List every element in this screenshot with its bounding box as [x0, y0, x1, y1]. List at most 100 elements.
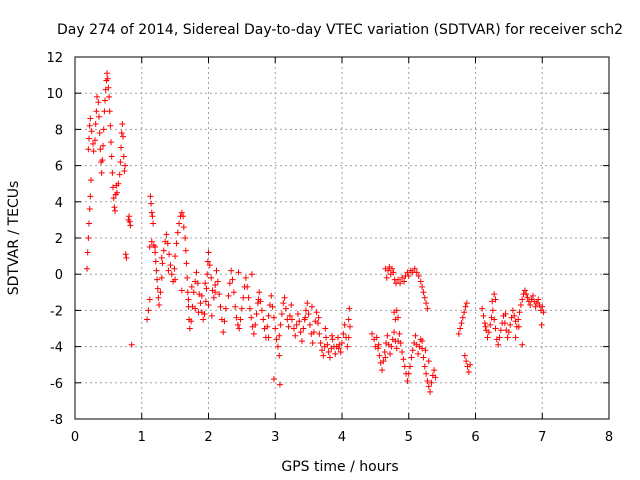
data-point: [236, 325, 243, 332]
data-point: [459, 314, 466, 321]
data-point: [164, 240, 171, 247]
data-point: [202, 298, 209, 305]
data-point: [270, 376, 277, 383]
data-point: [121, 168, 128, 175]
data-point: [115, 180, 122, 187]
data-point: [192, 305, 199, 312]
data-point: [108, 153, 115, 160]
data-point: [339, 339, 345, 346]
data-point: [415, 350, 422, 357]
data-point: [90, 148, 97, 155]
data-point: [190, 289, 197, 296]
data-point: [95, 99, 102, 106]
data-point: [519, 296, 526, 303]
data-point: [84, 249, 91, 256]
data-point: [245, 294, 252, 301]
data-point: [200, 316, 207, 323]
x-tick-label: 6: [471, 430, 479, 445]
data-point: [229, 276, 236, 283]
data-point: [504, 334, 511, 341]
data-point: [182, 235, 189, 241]
y-tick-label: -4: [50, 341, 63, 356]
data-point: [268, 292, 275, 299]
data-point: [507, 321, 514, 328]
data-point: [86, 220, 93, 227]
data-point: [107, 122, 114, 129]
data-point: [300, 325, 307, 332]
data-point: [306, 321, 313, 328]
data-point: [326, 354, 333, 361]
data-point: [90, 140, 97, 147]
data-point: [401, 278, 408, 285]
data-point: [93, 108, 100, 115]
data-point: [376, 352, 383, 359]
data-point: [324, 341, 331, 348]
data-point: [274, 343, 281, 350]
data-point: [527, 301, 534, 308]
data-point: [276, 381, 283, 388]
data-point: [226, 280, 233, 287]
data-point: [252, 321, 259, 328]
data-point: [101, 108, 108, 115]
data-point: [87, 115, 94, 122]
data-point: [380, 358, 387, 365]
data-point: [202, 280, 209, 287]
data-point: [150, 220, 157, 227]
y-tick-label: 0: [55, 268, 63, 283]
data-point: [188, 283, 195, 290]
data-point: [260, 316, 267, 323]
data-point: [316, 330, 323, 337]
data-point: [286, 312, 293, 319]
data-point: [158, 254, 165, 261]
x-tick-label: 2: [204, 430, 212, 445]
data-point: [120, 133, 127, 140]
data-point: [461, 309, 468, 316]
data-point: [346, 305, 353, 312]
data-point: [423, 300, 430, 307]
data-point: [419, 338, 426, 345]
data-point: [345, 316, 352, 323]
data-point: [212, 289, 219, 296]
data-point: [194, 280, 201, 287]
data-point: [188, 318, 195, 325]
data-point: [174, 229, 181, 236]
data-point: [203, 285, 210, 292]
data-point: [428, 379, 435, 386]
data-point: [88, 177, 95, 184]
data-point: [148, 200, 155, 207]
data-point: [389, 265, 396, 272]
data-point: [96, 130, 103, 137]
data-point: [168, 271, 175, 278]
data-point: [290, 325, 297, 332]
data-point: [105, 84, 112, 91]
data-point: [205, 249, 212, 256]
data-point: [463, 358, 470, 365]
data-point: [160, 247, 167, 254]
data-point: [281, 294, 288, 301]
data-point: [305, 311, 312, 318]
data-point: [318, 347, 325, 354]
data-point: [404, 269, 411, 276]
data-point: [180, 224, 187, 231]
y-tick-label: 4: [55, 196, 63, 211]
x-tick-label: 1: [138, 430, 146, 445]
data-point: [180, 213, 187, 220]
data-point: [492, 325, 499, 332]
data-point: [485, 329, 492, 336]
y-axis-label: SDTVAR / TECUs: [6, 181, 22, 296]
data-point: [292, 332, 299, 339]
data-point: [212, 282, 219, 289]
data-point: [94, 93, 101, 100]
data-point: [158, 274, 165, 281]
data-point: [112, 207, 119, 214]
data-point: [407, 363, 414, 370]
data-point: [332, 350, 339, 357]
data-point: [163, 231, 170, 238]
data-point: [413, 269, 420, 276]
data-point: [86, 122, 93, 129]
data-point: [148, 209, 155, 216]
data-point: [246, 305, 253, 312]
x-tick-label: 0: [71, 430, 79, 445]
data-point: [404, 377, 411, 384]
data-point: [288, 316, 295, 323]
